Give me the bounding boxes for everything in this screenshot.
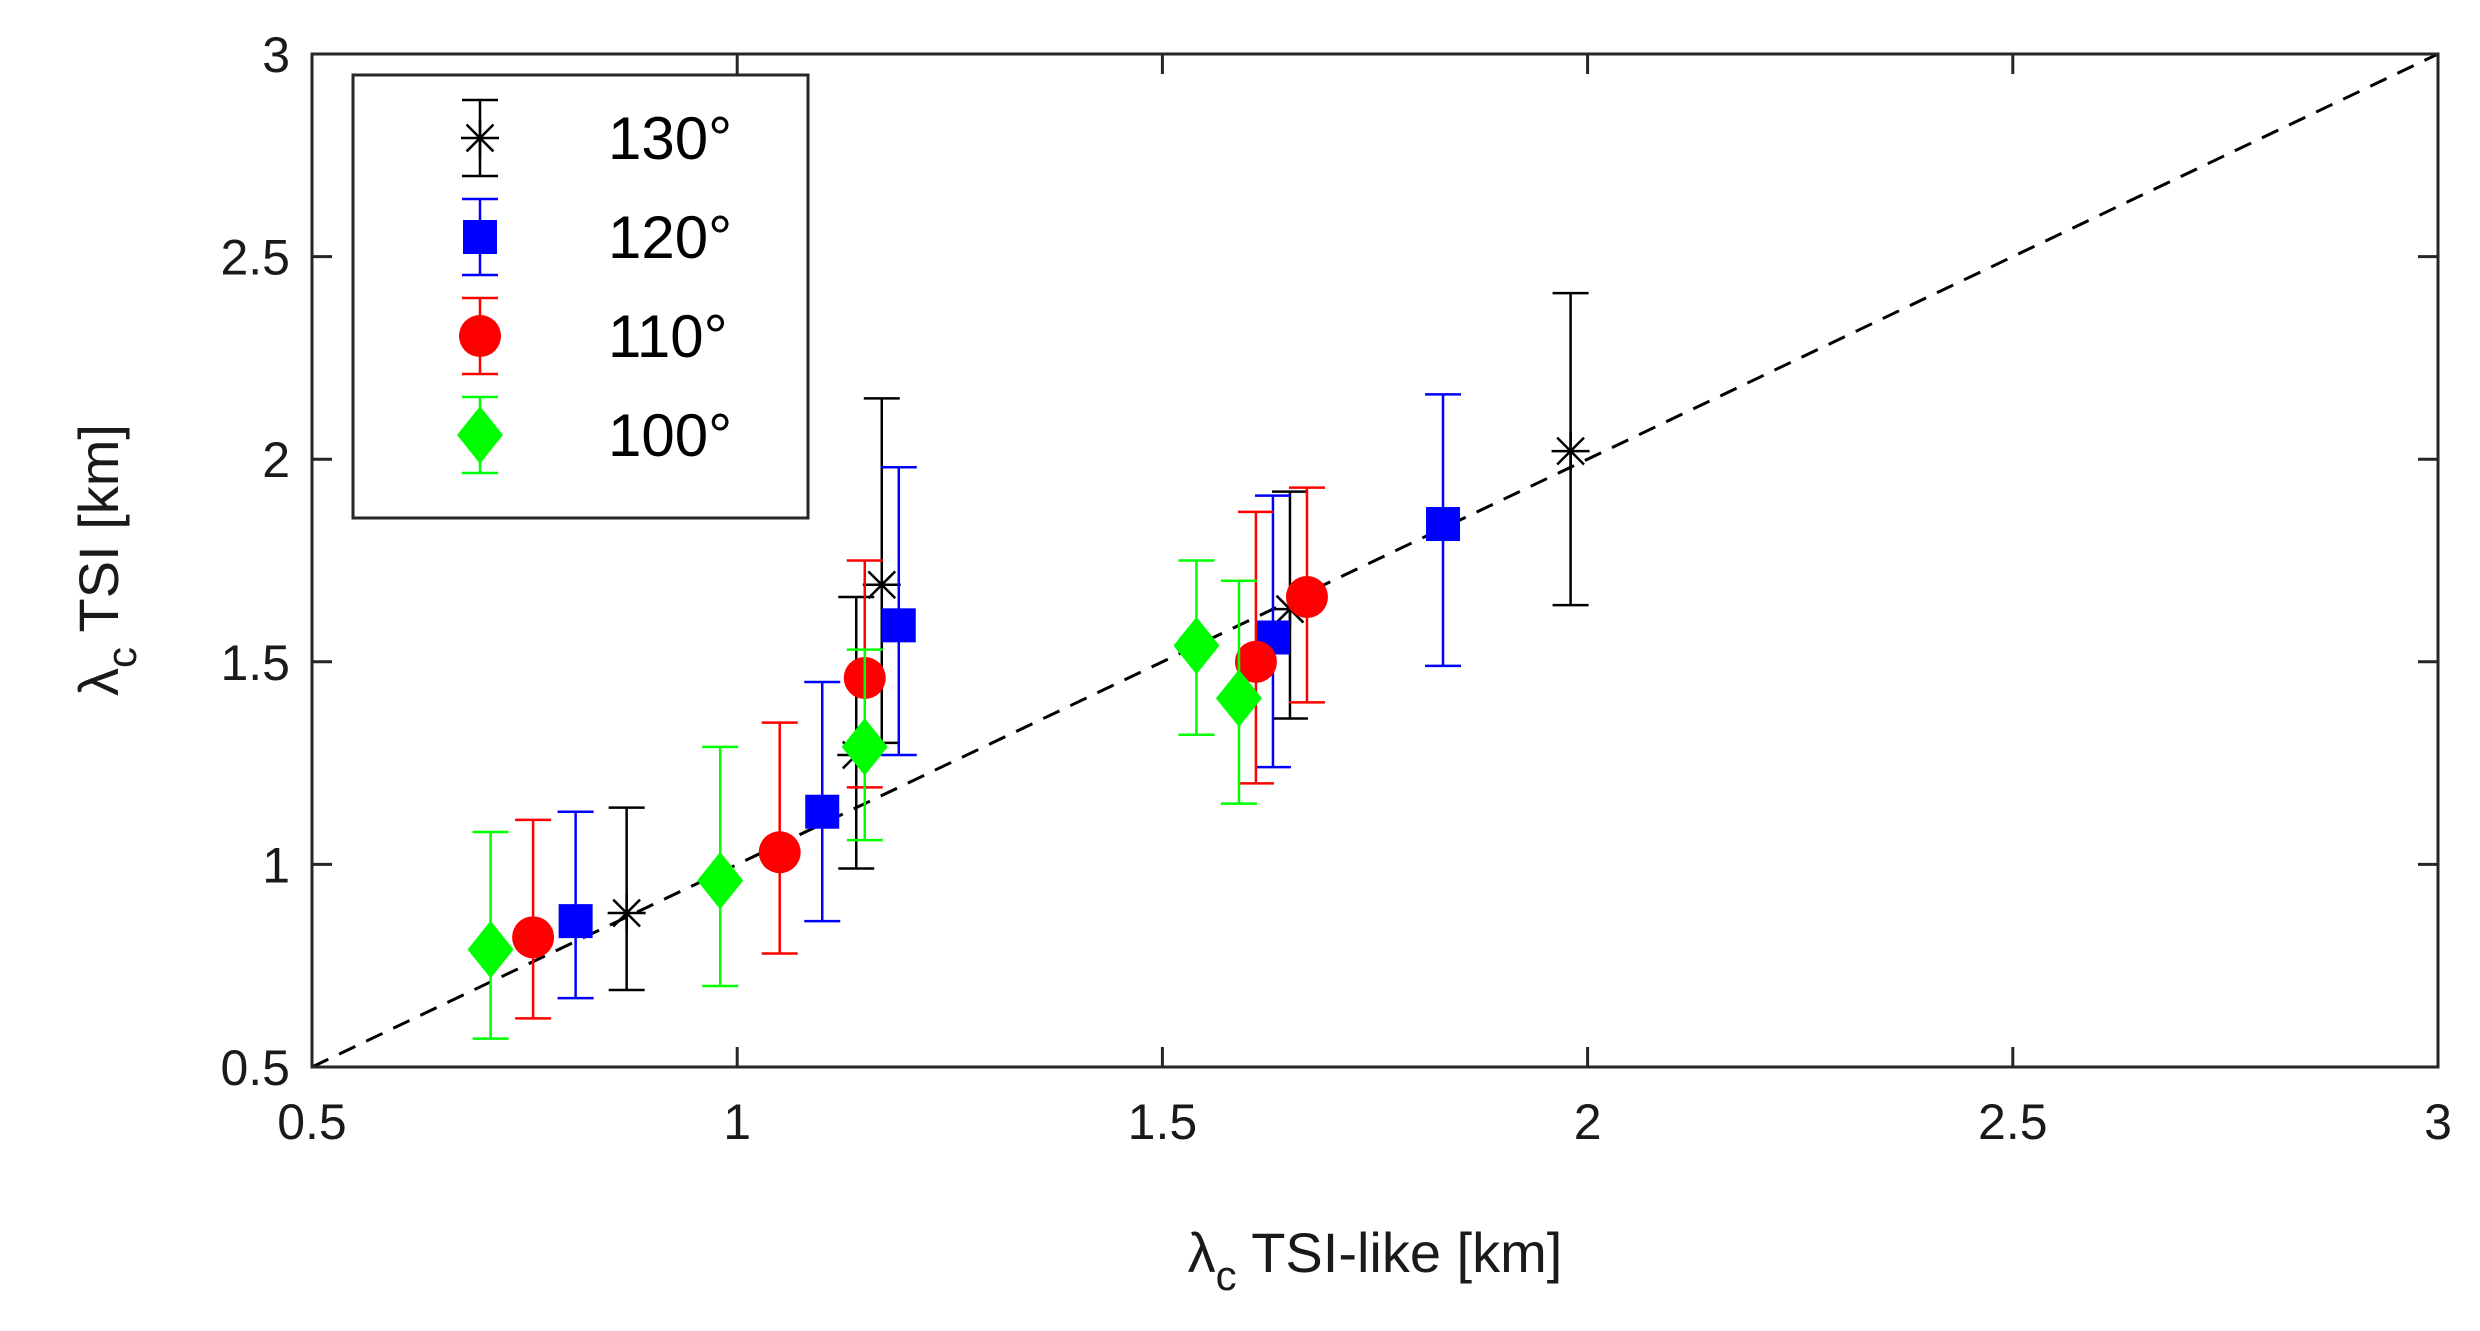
- series-group: [467, 291, 1590, 1040]
- data-point-square: [881, 608, 916, 643]
- legend-label: 100°: [608, 402, 732, 469]
- legend-box: [351, 73, 810, 520]
- data-point-diamond: [697, 851, 744, 910]
- legend-item: 120°: [462, 197, 732, 277]
- y-tick-label: 2.5: [220, 230, 290, 286]
- legend-item: 110°: [459, 296, 728, 376]
- x-axis-label-text: TSI-like [km]: [1237, 1221, 1563, 1284]
- x-axis-label-subscript: c: [1216, 1252, 1237, 1299]
- data-point-circle: [1285, 575, 1328, 618]
- y-axis: 0.5 1 1.5 2 2.5 3: [220, 27, 2438, 1096]
- data-point-square: [558, 904, 593, 939]
- legend-item: 130°: [461, 98, 732, 178]
- data-point-asterisk: [607, 894, 646, 933]
- data-point-diamond: [1173, 616, 1220, 675]
- legend-label: 120°: [608, 204, 732, 271]
- y-tick-label: 1.5: [220, 635, 290, 691]
- data-point-diamond: [467, 920, 514, 979]
- x-tick-label: 1.5: [1128, 1094, 1198, 1150]
- x-tick-label: 1: [723, 1094, 751, 1150]
- legend-item: 100°: [457, 395, 732, 475]
- legend-marker-asterisk: [461, 119, 499, 157]
- legend-label: 110°: [608, 303, 728, 370]
- data-point-asterisk: [862, 565, 901, 604]
- data-point-square: [805, 794, 840, 829]
- reference-line: [311, 52, 2439, 1069]
- y-tick-label: 0.5: [220, 1040, 290, 1096]
- data-point-circle: [1234, 640, 1277, 683]
- series-circle: [512, 486, 1328, 1020]
- y-tick-label: 3: [262, 27, 290, 83]
- y-axis-label-symbol: λ: [67, 668, 130, 696]
- y-axis-label: λc TSI [km]: [67, 424, 145, 696]
- x-axis: 0.5 1 1.5 2 2.5 3: [277, 54, 2452, 1150]
- legend-marker-square: [463, 220, 497, 254]
- legend-marker-circle: [459, 315, 501, 357]
- x-tick-label: 0.5: [277, 1094, 347, 1150]
- plot-area-frame: [310, 52, 2440, 1069]
- x-axis-label-symbol: λ: [1188, 1221, 1216, 1284]
- data-point-square: [1426, 507, 1461, 542]
- y-axis-label-text: TSI [km]: [67, 424, 130, 647]
- series-diamond: [467, 559, 1262, 1040]
- legend-label: 130°: [608, 105, 732, 172]
- x-axis-label: λc TSI-like [km]: [1188, 1221, 1563, 1299]
- data-point-asterisk: [1551, 432, 1590, 471]
- reference-line-group: [311, 52, 2439, 1069]
- y-axis-label-subscript: c: [98, 647, 145, 668]
- data-point-circle: [758, 831, 801, 874]
- y-tick-label: 1: [262, 837, 290, 893]
- data-point-circle: [512, 916, 555, 959]
- series-square: [557, 393, 1462, 1000]
- data-point-diamond: [841, 718, 888, 776]
- x-tick-label: 3: [2424, 1094, 2452, 1150]
- series-asterisk: [607, 291, 1590, 992]
- legend: 130° 120° 110° 100°: [351, 73, 810, 520]
- data-point-diamond: [1215, 669, 1262, 728]
- y-tick-label: 2: [262, 432, 290, 488]
- x-tick-label: 2.5: [1978, 1094, 2048, 1150]
- legend-marker-diamond: [457, 406, 503, 464]
- x-tick-label: 2: [1574, 1094, 1602, 1150]
